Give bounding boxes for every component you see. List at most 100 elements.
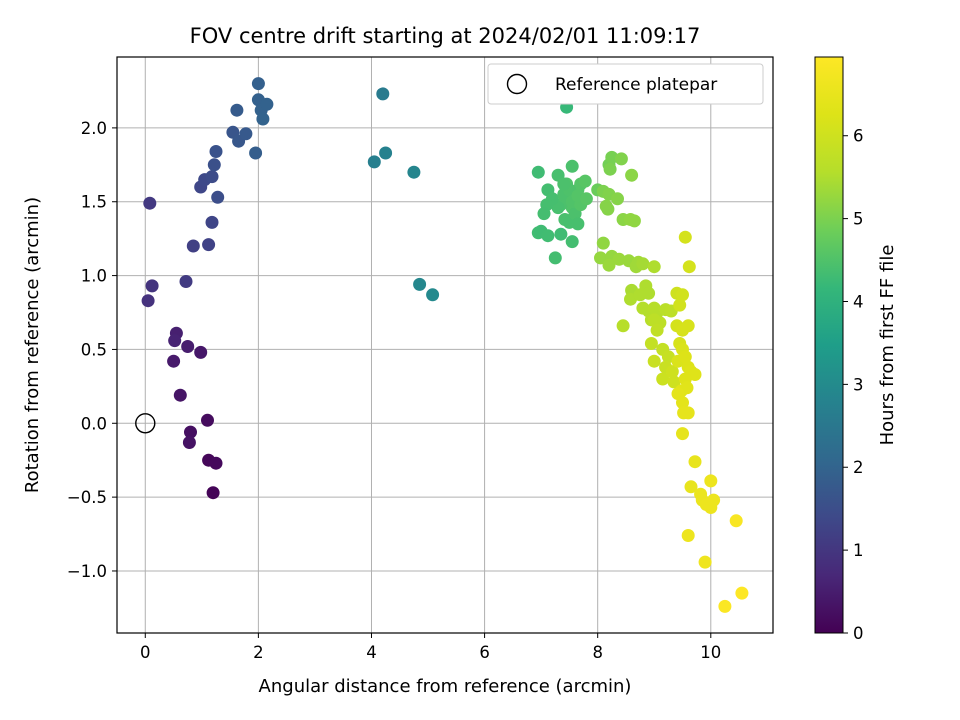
data-point <box>625 168 639 182</box>
data-point <box>209 456 223 470</box>
data-point <box>698 555 712 569</box>
data-point <box>650 323 664 337</box>
data-point <box>167 354 181 368</box>
data-point <box>704 474 718 488</box>
y-axis-label: Rotation from reference (arcmin) <box>22 197 43 493</box>
data-point <box>260 97 274 111</box>
data-point <box>678 350 692 364</box>
plot-frame <box>116 56 774 634</box>
y-tick-label: 2.0 <box>81 119 107 138</box>
x-tick-label: 4 <box>366 643 377 662</box>
colorbar-tick-label: 5 <box>853 210 864 229</box>
y-tick-label: 1.5 <box>81 193 107 212</box>
data-point <box>557 177 571 191</box>
data-point <box>407 165 421 179</box>
data-point <box>676 427 689 441</box>
data-point <box>735 586 749 600</box>
y-tick-label: −0.5 <box>67 488 107 507</box>
colorbar-tick-label: 0 <box>853 624 864 643</box>
data-point <box>145 279 159 293</box>
data-point <box>681 529 695 542</box>
data-point <box>642 286 656 300</box>
data-point <box>548 251 562 265</box>
data-point <box>611 192 624 206</box>
data-point <box>605 150 619 164</box>
colorbar-label: Hours from first FF file <box>877 245 898 446</box>
data-point <box>647 313 661 327</box>
data-point <box>251 77 265 91</box>
y-tick-label: 0.5 <box>81 340 107 359</box>
y-ticks: −1.0 −0.5 0.0 0.5 1.0 1.5 2.0 <box>67 119 117 581</box>
data-point <box>579 192 593 206</box>
data-point <box>194 345 208 359</box>
data-point <box>379 146 393 160</box>
data-point <box>681 319 695 333</box>
chart-title: FOV centre drift starting at 2024/02/01 … <box>190 24 701 48</box>
data-point <box>207 158 221 172</box>
data-point <box>602 258 616 272</box>
data-point <box>681 406 695 420</box>
data-point <box>729 514 743 528</box>
data-point <box>173 388 187 402</box>
data-point <box>676 288 689 302</box>
data-point <box>205 170 219 184</box>
data-point <box>184 425 197 439</box>
x-tick-label: 10 <box>700 643 721 662</box>
colorbar-gradient <box>814 56 844 634</box>
data-point <box>143 196 157 210</box>
data-point <box>256 112 270 126</box>
data-point <box>249 146 263 160</box>
data-point <box>209 145 223 158</box>
data-point <box>179 275 193 288</box>
data-point <box>647 260 661 274</box>
data-point <box>636 257 650 271</box>
colorbar-tick-label: 6 <box>853 127 864 146</box>
colorbar-ticks: 0 1 2 3 4 5 6 <box>843 127 864 643</box>
data-point <box>206 486 220 500</box>
legend: Reference platepar <box>487 63 764 105</box>
colorbar-tick-label: 4 <box>853 292 864 311</box>
data-point <box>614 152 628 166</box>
data-point <box>616 319 630 333</box>
legend-marker <box>506 73 528 95</box>
data-point <box>644 337 658 350</box>
data-point <box>201 413 214 427</box>
data-point <box>230 103 244 117</box>
x-axis-label: Angular distance from reference (arcmin) <box>259 676 632 697</box>
colorbar-tick-label: 3 <box>853 375 864 394</box>
data-point <box>239 127 253 141</box>
data-point <box>707 493 721 507</box>
colorbar-tick-label: 2 <box>853 458 864 477</box>
data-point <box>612 252 626 266</box>
data-point <box>667 375 681 389</box>
legend-box <box>487 63 764 105</box>
data-point <box>565 159 579 173</box>
data-point <box>376 87 390 101</box>
data-point <box>541 229 555 243</box>
data-point <box>596 236 610 250</box>
data-point <box>594 251 607 265</box>
data-point <box>578 174 592 188</box>
data-point <box>718 599 732 613</box>
data-point <box>186 239 200 253</box>
data-point <box>367 155 381 169</box>
y-tick-label: 0.0 <box>81 414 107 433</box>
data-point <box>531 165 545 179</box>
reference-platepar-marker <box>135 413 156 434</box>
data-point <box>205 215 219 229</box>
data-point <box>627 214 641 228</box>
reference-marker-layer <box>135 413 156 434</box>
data-point <box>665 365 679 379</box>
legend-label: Reference platepar <box>555 75 717 95</box>
data-point <box>202 238 216 252</box>
x-tick-label: 0 <box>140 643 151 662</box>
data-point <box>181 340 195 353</box>
data-point <box>554 227 568 241</box>
data-point <box>537 207 551 221</box>
x-tick-label: 2 <box>253 643 264 662</box>
x-tick-label: 6 <box>479 643 490 662</box>
data-point <box>676 396 689 410</box>
data-point <box>601 202 615 216</box>
data-point <box>678 230 692 244</box>
